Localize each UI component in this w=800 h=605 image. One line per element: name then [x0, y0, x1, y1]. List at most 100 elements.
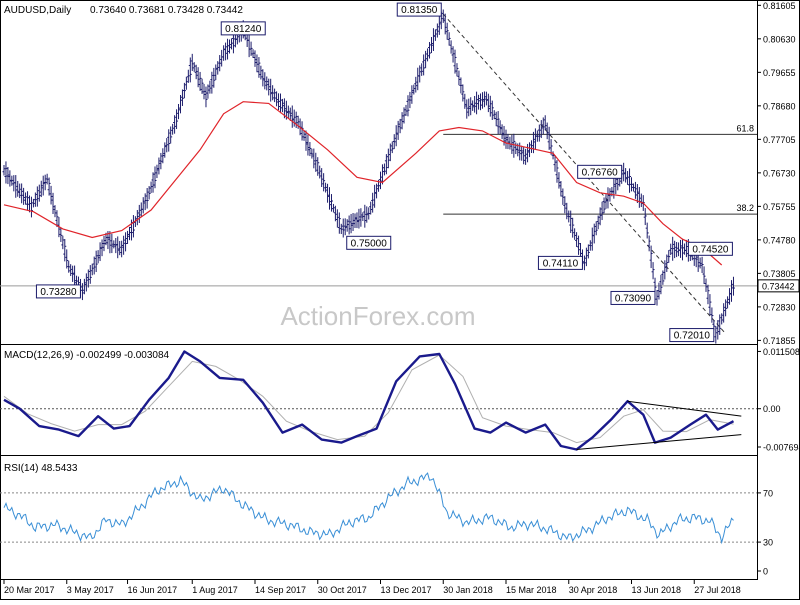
- price-bar: [453, 49, 457, 74]
- price-bar: [71, 265, 75, 282]
- price-bar: [98, 242, 102, 262]
- y-tick-label: 0.72830: [763, 302, 796, 312]
- price-bar: [182, 82, 186, 99]
- price-bar: [663, 260, 667, 280]
- price-bar: [449, 40, 453, 54]
- price-bar: [169, 126, 173, 144]
- price-bar: [547, 126, 551, 150]
- price-bar: [8, 170, 12, 187]
- rsi-y-tick-label: 30: [763, 538, 773, 548]
- price-level-label: 0.76760: [577, 164, 623, 179]
- price-bar: [455, 63, 459, 77]
- svg-text:0.74110: 0.74110: [543, 258, 579, 269]
- price-bar: [43, 174, 47, 191]
- price-bar: [159, 152, 163, 170]
- price-level-label: 0.81240: [220, 21, 266, 36]
- price-bar: [151, 172, 155, 193]
- y-tick-label: 0.71855: [763, 336, 796, 346]
- y-tick-label: 0.74780: [763, 235, 796, 245]
- price-bar: [39, 180, 43, 198]
- price-bar: [524, 148, 528, 165]
- price-bar: [355, 212, 359, 229]
- price-bar: [539, 120, 543, 139]
- price-bar: [602, 197, 606, 214]
- price-bar: [420, 63, 424, 76]
- price-level-label: 0.75000: [346, 235, 392, 250]
- price-bar: [178, 94, 182, 114]
- price-bar: [473, 96, 477, 113]
- price-bar: [418, 65, 422, 83]
- price-bar: [188, 57, 192, 83]
- macd-trendline: [627, 400, 742, 417]
- price-bar: [531, 131, 535, 154]
- price-bar: [347, 215, 351, 235]
- price-bar: [406, 95, 410, 117]
- svg-text:0.73280: 0.73280: [40, 287, 77, 298]
- price-bar: [37, 184, 41, 202]
- price-bar: [477, 94, 481, 110]
- price-bar: [675, 242, 679, 258]
- ohlc-readout: 0.73640 0.73681 0.73428 0.73442: [90, 5, 243, 16]
- price-bar: [26, 191, 30, 211]
- price-bar: [2, 164, 6, 176]
- price-bar: [577, 235, 581, 255]
- price-bar: [643, 208, 647, 226]
- price-bar: [128, 226, 131, 241]
- price-bar: [75, 275, 79, 287]
- price-bar: [628, 168, 632, 193]
- macd-line: [3, 350, 735, 451]
- price-bar: [24, 192, 28, 205]
- price-bar: [624, 168, 628, 183]
- price-bar: [394, 125, 398, 147]
- x-tick-label: 27 Jul 2018: [694, 585, 741, 595]
- price-bar: [155, 164, 159, 179]
- price-bar: [180, 89, 184, 106]
- price-bar: [480, 92, 484, 109]
- price-bar: [110, 233, 114, 254]
- price-bar: [65, 249, 69, 269]
- price-bar: [400, 112, 404, 130]
- price-bar: [398, 118, 402, 134]
- x-tick-label: 20 Mar 2017: [4, 585, 55, 595]
- y-tick-label: 0.79655: [763, 68, 796, 78]
- price-bar: [594, 221, 598, 236]
- price-bar: [586, 244, 590, 259]
- price-bar: [475, 91, 479, 115]
- price-bar: [363, 204, 367, 228]
- price-bar: [422, 54, 426, 76]
- price-bar: [96, 250, 100, 264]
- x-tick-label: 13 Jun 2018: [632, 585, 682, 595]
- price-bar: [143, 193, 147, 211]
- symbol-label: AUDUSD,Daily: [4, 5, 71, 16]
- price-bar: [290, 105, 294, 128]
- x-tick-label: 14 Sep 2017: [255, 585, 306, 595]
- price-bar: [88, 265, 92, 284]
- price-bar: [177, 103, 181, 120]
- macd-y-tick-label: -0.007694: [763, 443, 800, 453]
- price-bar: [218, 55, 222, 72]
- price-level-label: 0.74520: [687, 241, 733, 256]
- price-bar: [145, 187, 149, 209]
- price-bar: [435, 23, 439, 38]
- price-bar: [571, 217, 575, 238]
- price-bar: [471, 100, 475, 111]
- price-bar: [251, 49, 255, 58]
- price-bar: [661, 270, 665, 285]
- macd-y-tick-label: 0.011508: [763, 347, 800, 357]
- price-bar: [649, 245, 653, 269]
- price-bar: [592, 223, 596, 244]
- price-bar: [280, 98, 284, 113]
- price-bar: [82, 278, 86, 295]
- price-bar: [655, 289, 659, 306]
- price-bar: [29, 196, 33, 218]
- price-bar: [343, 218, 347, 236]
- price-bar: [443, 13, 447, 35]
- price-bar: [51, 192, 55, 214]
- price-bar: [153, 166, 157, 189]
- price-bar: [33, 192, 37, 207]
- price-bar: [392, 134, 396, 150]
- price-bar: [565, 202, 569, 220]
- price-bar: [86, 269, 90, 288]
- price-bar: [684, 239, 688, 258]
- price-bar: [194, 64, 198, 80]
